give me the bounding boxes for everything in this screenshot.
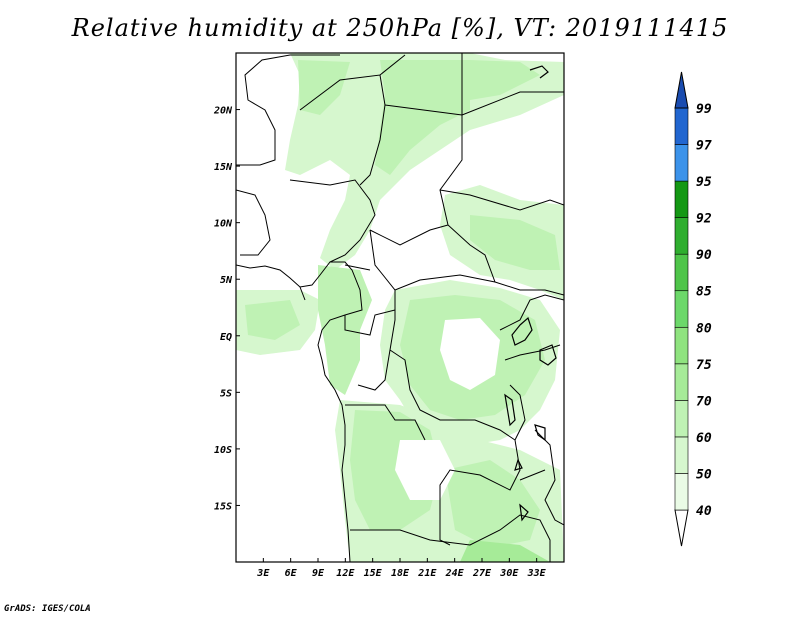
colorbar: 40 50 60 70 75 80 85 90 92 95 97 99 xyxy=(674,71,712,547)
colorbar-segment xyxy=(674,217,689,255)
lat-tick-label: 5N xyxy=(220,275,233,286)
colorbar-segment xyxy=(674,473,689,511)
colorbar-lower-triangle xyxy=(674,509,689,547)
colorbar-segment xyxy=(674,180,689,218)
lon-tick-label: 27E xyxy=(472,568,492,579)
lon-tick-label: 9E xyxy=(312,568,325,579)
lon-tick-label: 30E xyxy=(499,568,519,579)
colorbar-label: 90 xyxy=(696,248,712,263)
lon-tick-label: 21E xyxy=(417,568,437,579)
lakes xyxy=(504,65,557,522)
colorbar-label: 95 xyxy=(696,175,712,190)
colorbar-segment xyxy=(674,144,689,182)
colorbar-label: 97 xyxy=(696,139,712,154)
colorbar-segment xyxy=(674,363,689,401)
credit-text: GrADS: IGES/COLA xyxy=(4,604,91,614)
colorbar-label: 92 xyxy=(696,212,712,227)
lat-tick-label: 15N xyxy=(214,162,233,173)
lon-tick-label: 15E xyxy=(364,568,383,579)
humidity-field xyxy=(236,53,564,562)
lon-tick-label: 6E xyxy=(285,568,298,579)
colorbar-segment xyxy=(674,436,689,474)
lat-tick-label: 15S xyxy=(214,501,232,512)
colorbar-segment xyxy=(674,400,689,438)
lat-tick-label: 10N xyxy=(214,219,233,230)
colorbar-segment xyxy=(674,326,689,365)
lat-tick-label: 5S xyxy=(220,388,232,399)
lat-axis: 20N 15N 10N 5N EQ 5S 10S 15S xyxy=(213,106,240,512)
colorbar-upper-triangle xyxy=(674,71,689,109)
colorbar-segment xyxy=(674,107,689,145)
lon-tick-label: 33E xyxy=(527,568,547,579)
lat-tick-label: 20N xyxy=(213,106,233,117)
colorbar-label: 85 xyxy=(696,285,712,300)
lon-tick-label: 12E xyxy=(336,568,355,579)
colorbar-segment xyxy=(674,253,689,292)
colorbar-label: 70 xyxy=(696,394,712,409)
page-title: Relative humidity at 250hPa [%], VT: 201… xyxy=(71,14,729,42)
colorbar-label: 40 xyxy=(696,504,712,519)
lon-axis: 3E 6E 9E 12E 15E 18E 21E 24E 27E 30E 33E xyxy=(256,558,547,579)
colorbar-segment xyxy=(674,290,689,328)
colorbar-label: 99 xyxy=(696,102,712,117)
lon-tick-label: 24E xyxy=(445,568,465,579)
boundary-lines xyxy=(236,53,564,562)
colorbar-label: 60 xyxy=(696,431,712,446)
lon-tick-label: 3E xyxy=(256,568,270,579)
lat-tick-label: EQ xyxy=(220,332,232,343)
lat-tick-label: 10S xyxy=(214,445,232,456)
lon-tick-label: 18E xyxy=(391,568,410,579)
colorbar-label: 75 xyxy=(696,358,712,373)
colorbar-label: 50 xyxy=(696,467,712,482)
colorbar-label: 80 xyxy=(696,321,712,336)
